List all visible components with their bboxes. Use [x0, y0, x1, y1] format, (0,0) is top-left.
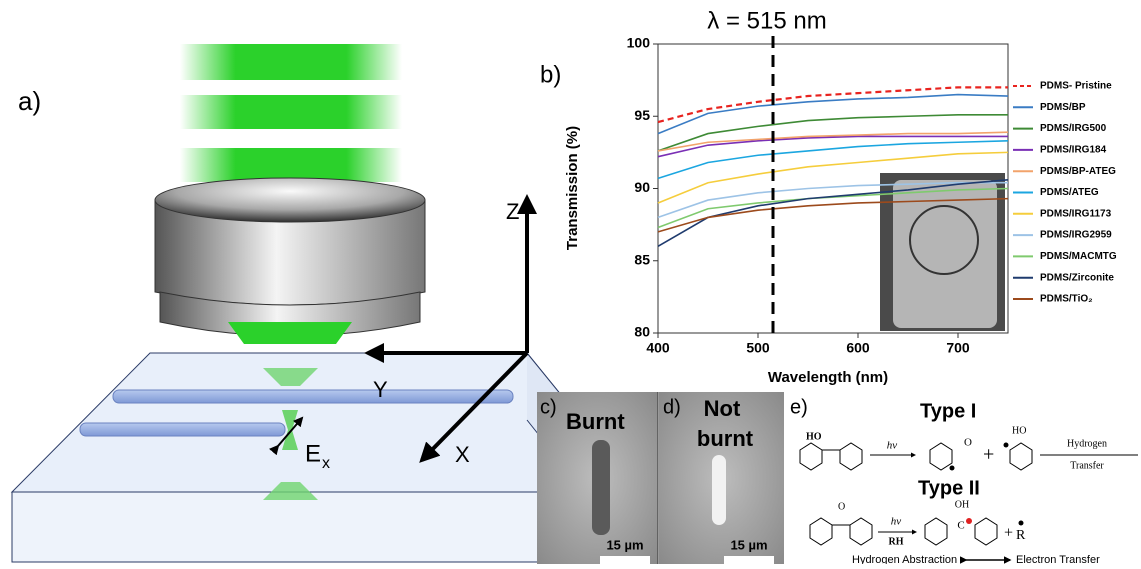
x-tick-label: 600 [846, 340, 870, 356]
legend-label: PDMS/IRG2959 [1040, 230, 1112, 241]
legend-label: PDMS/TiO₂ [1040, 294, 1093, 305]
group-label: OH [955, 499, 969, 510]
legend-label: PDMS- Pristine [1040, 81, 1112, 92]
legend-label: PDMS/IRG184 [1040, 145, 1107, 156]
data-line [658, 87, 1008, 122]
page: {"chart_data": {"type": "line", "panel_l… [0, 0, 1141, 564]
scale-label: 15 µm [730, 537, 767, 552]
micrographs: c) Burnt d) Not burnt 15 µm 15 µm [537, 392, 784, 564]
panel-label: e) [790, 396, 808, 418]
process-label: Electron Transfer [1016, 554, 1100, 564]
reaction-condition: hv [891, 516, 902, 528]
y-tick-label: 85 [634, 251, 650, 267]
axis-name: Y [373, 377, 388, 402]
panel-label: a) [18, 86, 41, 116]
y-tick-label: 95 [634, 107, 650, 123]
x-tick-label: 500 [746, 340, 770, 356]
ring [975, 518, 997, 545]
plus: + [1004, 525, 1013, 542]
laser-beam [180, 95, 402, 129]
data-line [658, 141, 1008, 179]
panel-label: c) [540, 396, 557, 418]
ring [810, 518, 832, 545]
legend-label: PDMS/BP-ATEG [1040, 166, 1116, 177]
field-label: E [305, 440, 321, 467]
ring [925, 518, 947, 545]
reaction-condition: RH [889, 536, 904, 547]
radical [1019, 521, 1024, 526]
reaction-condition: hv [887, 440, 898, 452]
atom-label: C [957, 520, 964, 532]
figure: a) Z Y X E x b) λ = 515 nm Wavelength (n… [0, 0, 1141, 564]
plus: + [983, 444, 994, 466]
laser-beam [180, 44, 402, 80]
track [712, 455, 726, 525]
chart: b) λ = 515 nm Wavelength (nm) Transmissi… [540, 7, 1117, 386]
legend-label: PDMS/IRG1173 [1040, 208, 1112, 219]
micrograph-label: burnt [697, 426, 754, 451]
laser-beam [180, 148, 402, 182]
field-subscript: x [322, 455, 330, 472]
scale-bar [600, 556, 650, 564]
objective-exit [228, 322, 352, 344]
y-tick-label: 80 [634, 324, 650, 340]
x-tick-label: 700 [946, 340, 970, 356]
reaction-condition: Transfer [1070, 460, 1104, 471]
scale-bar [724, 556, 774, 564]
reaction-condition: Hydrogen [1067, 438, 1107, 449]
radical [950, 466, 955, 471]
y-tick-label: 100 [627, 35, 651, 51]
mechanism: e) Type I Type II HO hv O + HO Hydrogen … [790, 396, 1138, 564]
group-label: O [838, 501, 845, 512]
ring [850, 518, 872, 545]
scale-label: 15 µm [606, 537, 643, 552]
y-axis-label: Transmission (%) [564, 126, 581, 250]
group-label: HO [1012, 425, 1026, 436]
x-tick-label: 400 [646, 340, 670, 356]
radical [1004, 443, 1009, 448]
ring [930, 443, 952, 470]
x-axis-label: Wavelength (nm) [768, 369, 888, 386]
process-label: Hydrogen Abstraction [852, 554, 957, 564]
panel-label: b) [540, 61, 561, 88]
axis-name: X [455, 442, 470, 467]
legend-label: PDMS/BP [1040, 102, 1086, 113]
y-tick-label: 90 [634, 179, 650, 195]
radical [966, 518, 972, 524]
legend-label: PDMS/IRG500 [1040, 123, 1107, 134]
fiber [80, 423, 285, 436]
group-label: O [964, 437, 972, 449]
objective-top [155, 178, 425, 222]
legend-label: PDMS/ATEG [1040, 187, 1099, 198]
ring [800, 443, 822, 470]
legend-label: PDMS/MACMTG [1040, 251, 1117, 262]
panel-label: d) [663, 396, 681, 418]
ring [1010, 443, 1032, 470]
axis-name: Z [506, 199, 519, 224]
annotation: λ = 515 nm [707, 7, 826, 34]
group-label: HO [806, 431, 822, 442]
micrograph-label: Not [704, 396, 741, 421]
micrograph-label: Burnt [566, 409, 625, 434]
heading: Type II [918, 477, 980, 499]
burn-track [592, 440, 610, 535]
heading: Type I [920, 400, 976, 422]
group-label: R [1016, 528, 1026, 543]
fiber [113, 390, 513, 403]
legend-label: PDMS/Zirconite [1040, 272, 1114, 283]
ring [840, 443, 862, 470]
